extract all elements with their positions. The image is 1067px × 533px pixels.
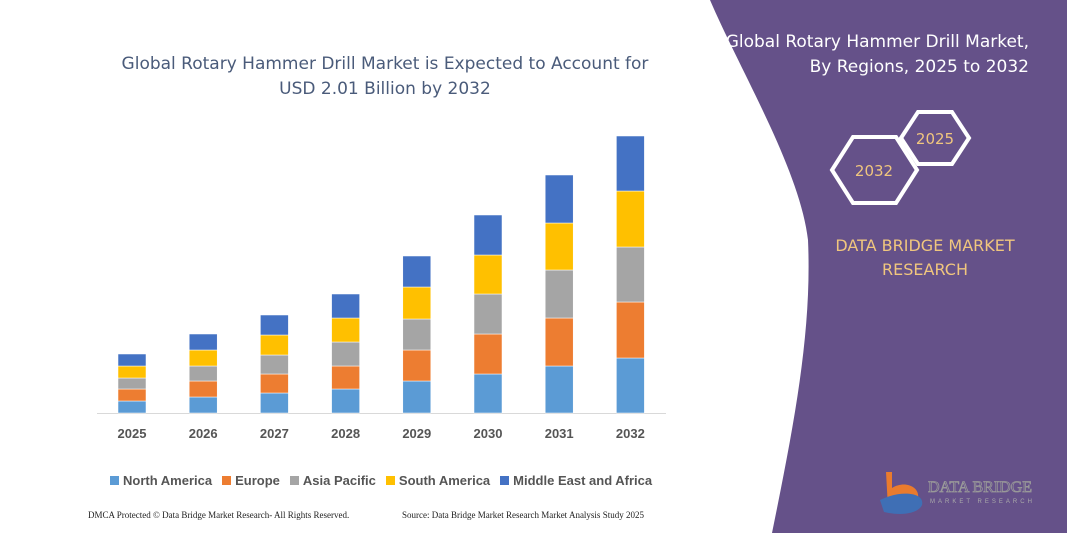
legend-swatch (289, 476, 299, 485)
bar-segment-2026-asia-pacific (188, 365, 218, 382)
bar-segment-2027-europe (260, 373, 289, 394)
x-tick-label: 2030 (473, 426, 503, 441)
legend-label: Asia Pacific (302, 473, 376, 488)
bar-segment-2025-europe (117, 388, 147, 402)
legend-label: Middle East and Africa (513, 473, 653, 488)
bar-segment-2027-asia-pacific (260, 354, 289, 375)
bar-segment-2032-south-america (616, 190, 645, 248)
brand-text: DATA BRIDGE MARKET RESEARCH (800, 234, 1050, 282)
footer-copyright: DMCA Protected © Data Bridge Market Rese… (88, 510, 350, 520)
bar-segment-2030-asia-pacific (473, 293, 503, 335)
bar-segment-2029-europe (402, 349, 432, 382)
bar-segment-2028-south-america (331, 317, 360, 343)
bar-segment-2027-south-america (260, 334, 289, 356)
bar-segment-2028-europe (331, 365, 360, 390)
bar-segment-2025-asia-pacific (117, 377, 147, 390)
x-tick-label: 2029 (402, 426, 432, 441)
x-tick-label: 2032 (615, 426, 645, 441)
bar-segment-2032-middle-east-and-africa (616, 135, 645, 192)
legend-swatch (110, 476, 119, 485)
legend-item: South America (385, 473, 491, 488)
legend-item: Europe (222, 473, 280, 488)
bar-segment-2026-middle-east-and-africa (188, 333, 218, 351)
bar-segment-2028-middle-east-and-africa (331, 293, 360, 319)
x-tick-label: 2027 (259, 426, 289, 441)
bar-segment-2026-south-america (188, 349, 218, 367)
x-tick-label: 2026 (188, 426, 218, 441)
legend-label: South America (398, 473, 491, 488)
brand-line1: DATA BRIDGE MARKET (835, 236, 1015, 255)
bar-segment-2027-middle-east-and-africa (260, 314, 289, 336)
chart-title: Global Rotary Hammer Drill Market is Exp… (121, 54, 649, 99)
svg-text:2025: 2025 (916, 130, 954, 148)
side-panel-shape (710, 0, 1067, 533)
logo: DATA BRIDGE MARKET RESEARCH (880, 472, 1035, 514)
bar-segment-2031-middle-east-and-africa (544, 174, 574, 224)
bar-segment-2031-north-america (544, 365, 574, 414)
legend: North America Europe Asia Pacific South … (110, 473, 652, 488)
hexagon-2025: 2025 (898, 110, 972, 166)
bar-segment-2029-middle-east-and-africa (402, 255, 432, 288)
brand-line2: RESEARCH (882, 260, 968, 279)
footer-source: Source: Data Bridge Market Research Mark… (402, 510, 644, 520)
bars (117, 135, 645, 414)
svg-text:MARKET RESEARCH: MARKET RESEARCH (930, 499, 1035, 505)
x-tick-label: 2025 (117, 426, 147, 441)
bar-segment-2026-north-america (188, 396, 218, 414)
hexagon-2032: 2032 (829, 135, 920, 205)
bar-segment-2029-north-america (402, 380, 432, 414)
x-tick-label: 2031 (544, 426, 574, 441)
legend-item: North America (110, 473, 212, 488)
bar-segment-2030-middle-east-and-africa (473, 214, 503, 256)
svg-text:2032: 2032 (855, 162, 893, 180)
bar-segment-2027-north-america (260, 392, 289, 414)
bar-segment-2032-north-america (616, 357, 645, 414)
bar-segment-2025-middle-east-and-africa (117, 353, 147, 367)
legend-label: North America (123, 473, 213, 488)
legend-swatch (500, 476, 510, 485)
side-title-line2: By Regions, 2025 to 2032 (809, 57, 1029, 77)
bar-segment-2029-asia-pacific (402, 318, 432, 351)
legend-item: Middle East and Africa (500, 473, 652, 488)
bar-segment-2026-europe (188, 380, 218, 398)
bar-segment-2025-south-america (117, 365, 147, 379)
legend-item: Asia Pacific (289, 473, 376, 488)
bar-segment-2031-south-america (544, 222, 574, 271)
bar-segment-2030-south-america (473, 254, 503, 295)
side-title: Global Rotary Hammer Drill Market, By Re… (699, 30, 1029, 80)
bar-segment-2025-north-america (117, 400, 147, 414)
bar-segment-2030-europe (473, 333, 503, 375)
bar-segment-2031-asia-pacific (544, 269, 574, 319)
legend-swatch (222, 476, 232, 485)
bar-segment-2030-north-america (473, 373, 503, 414)
bar-segment-2032-asia-pacific (616, 246, 645, 303)
bar-segment-2028-asia-pacific (331, 341, 360, 367)
bar-segment-2032-europe (616, 301, 645, 359)
side-title-line1: Global Rotary Hammer Drill Market, (725, 32, 1029, 52)
svg-text:DATA BRIDGE: DATA BRIDGE (928, 479, 1032, 496)
bar-segment-2029-south-america (402, 286, 432, 320)
legend-label: Europe (235, 473, 280, 488)
legend-swatch (385, 476, 395, 485)
bar-segment-2031-europe (544, 317, 574, 367)
x-tick-label: 2028 (331, 426, 361, 441)
bar-segment-2028-north-america (331, 388, 360, 414)
